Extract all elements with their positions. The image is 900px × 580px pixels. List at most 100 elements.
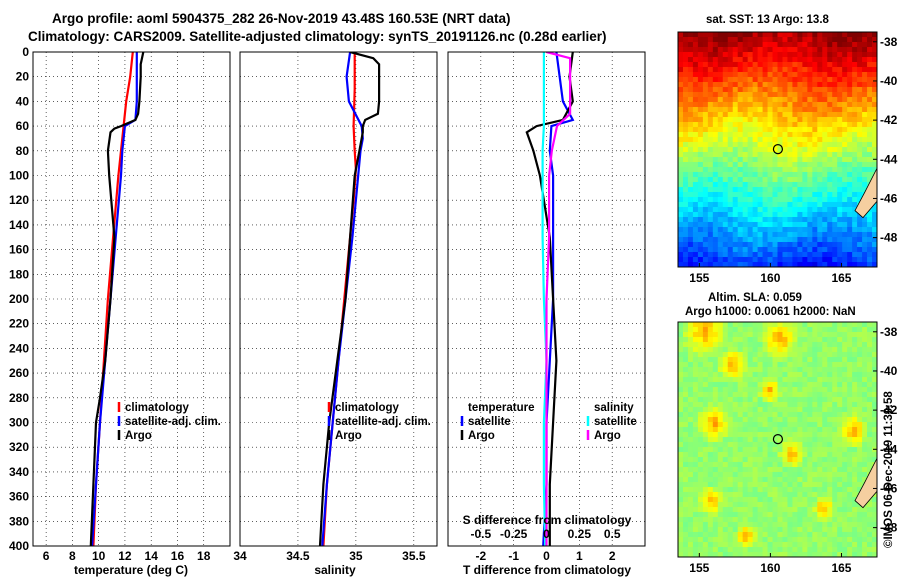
map-cell <box>707 417 714 423</box>
map-cell <box>682 487 689 493</box>
map-cell <box>842 462 848 468</box>
map-cell <box>872 362 877 368</box>
map-cell <box>737 447 744 453</box>
map-cell <box>747 172 754 178</box>
map-cell <box>717 412 724 418</box>
map-cell <box>797 172 803 178</box>
map-cell <box>852 432 858 438</box>
map-cell <box>857 447 863 453</box>
map-cell <box>827 242 833 248</box>
map-cell <box>772 232 779 238</box>
map-cell <box>802 57 808 63</box>
map-cell <box>812 222 818 228</box>
map-cell <box>717 337 724 343</box>
map-cell <box>792 57 798 63</box>
map-cell <box>732 192 739 198</box>
map-cell <box>678 507 684 513</box>
map-cell <box>717 32 724 38</box>
map-cell <box>812 342 818 348</box>
map-cell <box>687 427 694 433</box>
map-cell <box>862 227 868 233</box>
map-cell <box>747 342 754 348</box>
map-cell <box>762 432 769 438</box>
map-cell <box>742 342 749 348</box>
s-tick-label: -0.5 <box>470 527 491 541</box>
map-cell <box>772 522 779 528</box>
map-cell <box>742 497 749 503</box>
map-cell <box>722 452 729 458</box>
map-cell <box>787 197 794 203</box>
map-cell <box>757 217 764 223</box>
map-cell <box>712 522 719 528</box>
map-cell <box>792 87 798 93</box>
map-cell <box>762 47 769 53</box>
map-cell <box>807 217 813 223</box>
map-cell <box>692 462 699 468</box>
map-cell <box>852 467 858 473</box>
map-cell <box>867 452 873 458</box>
map-cell <box>752 87 759 93</box>
map-cell <box>782 117 789 123</box>
map-cell <box>827 212 833 218</box>
map-cell <box>762 402 769 408</box>
map-cell <box>872 377 877 383</box>
map-cell <box>687 482 694 488</box>
map-cell <box>812 107 818 113</box>
series-line-argo <box>89 52 145 546</box>
map-cell <box>792 127 798 133</box>
map-cell <box>832 477 838 483</box>
map-cell <box>752 402 759 408</box>
map-cell <box>782 42 789 48</box>
map-cell <box>847 242 853 248</box>
map-cell <box>787 402 794 408</box>
map-cell <box>737 152 744 158</box>
map-cell <box>727 452 734 458</box>
map-cell <box>787 477 794 483</box>
map-cell <box>682 132 689 138</box>
map-cell <box>722 377 729 383</box>
map-cell <box>782 82 789 88</box>
map-cell <box>837 552 843 557</box>
map-cell <box>697 377 704 383</box>
map-cell <box>822 157 828 163</box>
map-cell <box>742 472 749 478</box>
map-cell <box>797 192 803 198</box>
map-cell <box>732 347 739 353</box>
x-tick-label: 10 <box>92 549 106 563</box>
map-cell <box>842 172 848 178</box>
map-cell <box>737 477 744 483</box>
map-cell <box>767 337 774 343</box>
y-tick-label: 80 <box>16 144 30 158</box>
map-cell <box>832 337 838 343</box>
map-cell <box>842 382 848 388</box>
map-cell <box>707 42 714 48</box>
map-cell <box>852 407 858 413</box>
map-cell <box>712 512 719 518</box>
map-cell <box>857 262 863 267</box>
map-cell <box>792 202 798 208</box>
map-cell <box>847 552 853 557</box>
map-cell <box>717 327 724 333</box>
map-cell <box>678 262 684 267</box>
map-cell <box>737 347 744 353</box>
map-cell <box>752 147 759 153</box>
map-cell <box>757 457 764 463</box>
map-cell <box>847 452 853 458</box>
map-cell <box>772 242 779 248</box>
map-cell <box>792 32 798 38</box>
map-cell <box>807 342 813 348</box>
map-cell <box>692 357 699 363</box>
map-cell <box>682 227 689 233</box>
map-cell <box>857 222 863 228</box>
map-cell <box>707 397 714 403</box>
map-cell <box>767 52 774 58</box>
map-cell <box>787 487 794 493</box>
map-cell <box>697 372 704 378</box>
map-cell <box>782 462 789 468</box>
map-cell <box>737 532 744 538</box>
map-cell <box>792 122 798 128</box>
map-cell <box>867 352 873 358</box>
map-cell <box>757 172 764 178</box>
map-cell <box>867 32 873 38</box>
map-cell <box>832 257 838 263</box>
